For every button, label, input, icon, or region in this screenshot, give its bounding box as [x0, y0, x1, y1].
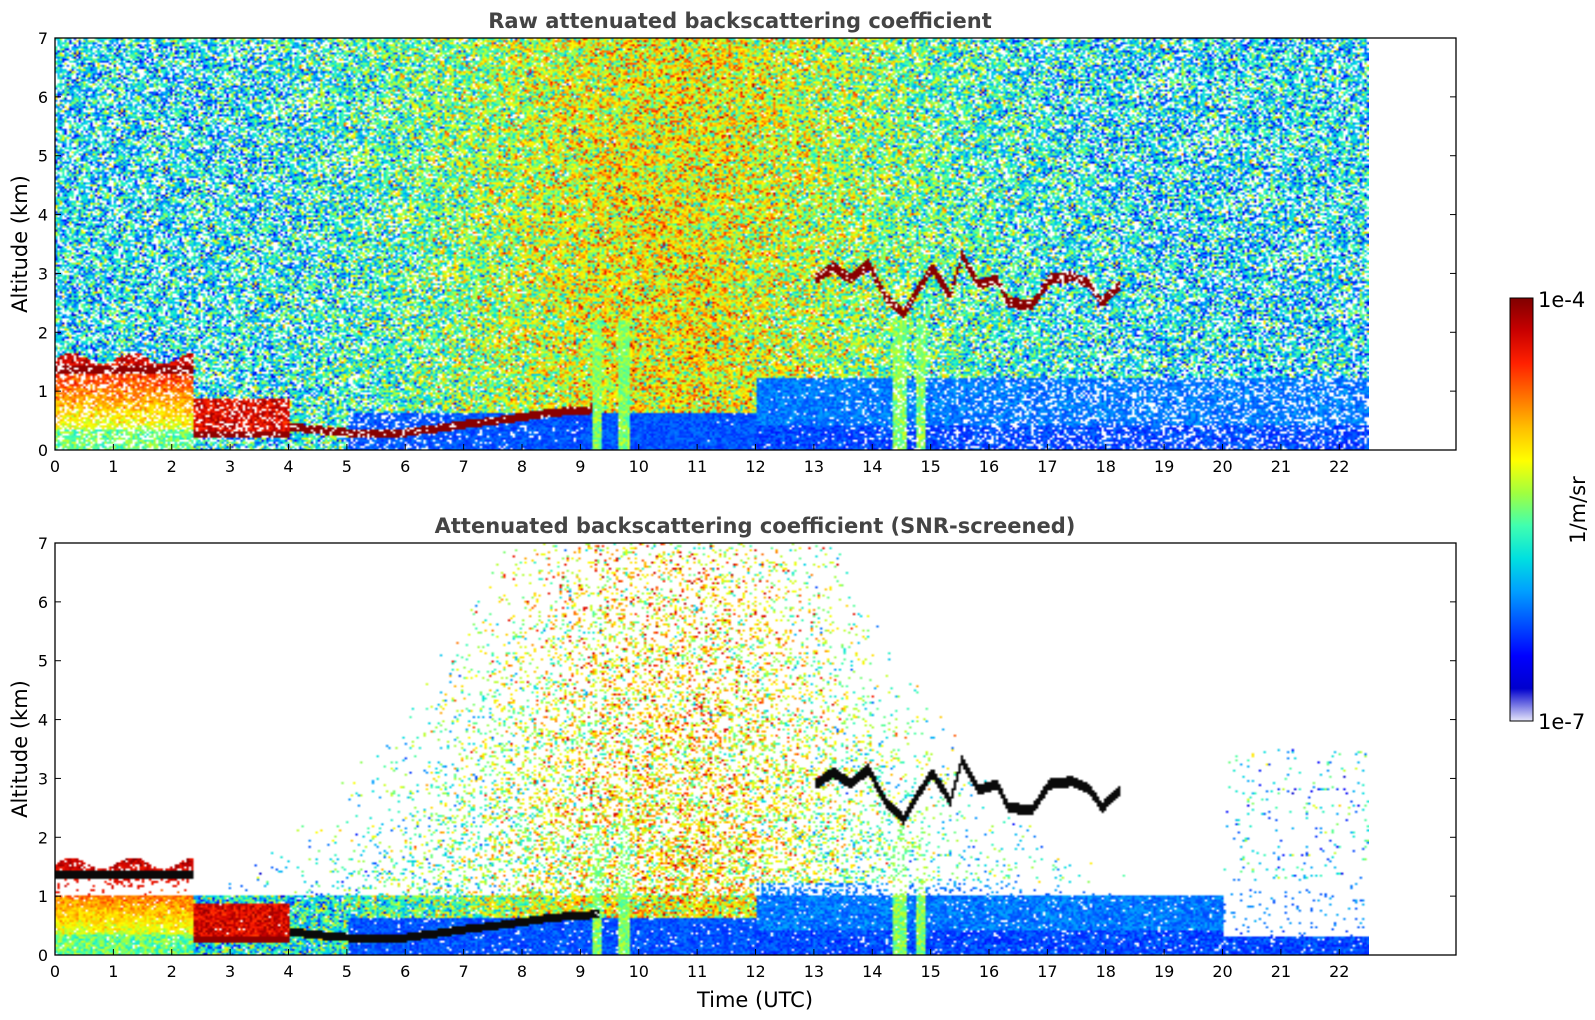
- x-tick-label: 16: [979, 457, 999, 476]
- x-tick-label: 18: [1096, 457, 1116, 476]
- y-tick-label: 0: [38, 441, 48, 460]
- x-tick-label: 21: [1271, 457, 1291, 476]
- x-tick-label: 4: [283, 962, 293, 981]
- x-tick-label: 7: [459, 962, 469, 981]
- x-tick-label: 9: [575, 962, 585, 981]
- x-tick-label: 12: [745, 457, 765, 476]
- x-tick-label: 5: [342, 457, 352, 476]
- x-tick-label: 13: [804, 962, 824, 981]
- x-tick-label: 20: [1212, 962, 1232, 981]
- y-tick-label: 0: [38, 946, 48, 965]
- y-tick-label: 7: [38, 534, 48, 553]
- x-tick-label: 19: [1154, 962, 1174, 981]
- x-tick-label: 22: [1329, 457, 1349, 476]
- y-tick-label: 3: [38, 769, 48, 788]
- x-tick-label: 2: [167, 962, 177, 981]
- top-chart-title: Raw attenuated backscattering coefficien…: [488, 9, 992, 33]
- x-tick-label: 7: [459, 457, 469, 476]
- raw-backscatter-heatmap: [55, 38, 1369, 450]
- x-tick-label: 9: [575, 457, 585, 476]
- y-tick-label: 5: [38, 652, 48, 671]
- y-tick-label: 1: [38, 887, 48, 906]
- x-tick-label: 15: [920, 457, 940, 476]
- x-tick-label: 13: [804, 457, 824, 476]
- colorbar-max-label: 1e-4: [1538, 288, 1585, 312]
- x-axis-label: Time (UTC): [696, 988, 813, 1012]
- y-tick-label: 4: [38, 711, 48, 730]
- y-tick-label: 5: [38, 147, 48, 166]
- x-tick-label: 18: [1096, 962, 1116, 981]
- x-tick-label: 1: [108, 962, 118, 981]
- bottom-chart-title: Attenuated backscattering coefficient (S…: [435, 514, 1076, 538]
- top-x-axis: 0 1 2 3 4 5 6 7 8 9 10 11 12 13 14 15 16 17 18 19 20 21 22: [50, 444, 1349, 476]
- top-y-axis-label: Altitude (km): [8, 175, 32, 313]
- x-tick-label: 2: [167, 457, 177, 476]
- x-tick-label: 14: [862, 962, 882, 981]
- x-tick-label: 0: [50, 962, 60, 981]
- colorbar-min-label: 1e-7: [1538, 710, 1585, 734]
- x-tick-label: 11: [687, 962, 707, 981]
- colorbar: 1e-4 1e-7 1/m/sr: [1509, 288, 1590, 734]
- x-tick-label: 10: [629, 457, 649, 476]
- x-tick-label: 15: [920, 962, 940, 981]
- x-tick-label: 22: [1329, 962, 1349, 981]
- y-tick-label: 6: [38, 593, 48, 612]
- y-tick-label: 4: [38, 206, 48, 225]
- y-tick-label: 6: [38, 88, 48, 107]
- x-tick-label: 6: [400, 457, 410, 476]
- x-tick-label: 20: [1212, 457, 1232, 476]
- x-tick-label: 10: [629, 962, 649, 981]
- x-tick-label: 0: [50, 457, 60, 476]
- x-tick-label: 16: [979, 962, 999, 981]
- y-tick-label: 3: [38, 264, 48, 283]
- x-tick-label: 3: [225, 962, 235, 981]
- x-tick-label: 12: [745, 962, 765, 981]
- x-tick-label: 17: [1037, 457, 1057, 476]
- bottom-x-axis: 0 1 2 3 4 5 6 7 8 9 10 11 12 13 14 15 16 17 18 19 20 21 22: [50, 949, 1349, 981]
- x-tick-label: 8: [517, 962, 527, 981]
- x-tick-label: 3: [225, 457, 235, 476]
- raw-backscatter-panel: Raw attenuated backscattering coefficien…: [8, 9, 1457, 476]
- top-y-axis: 0 1 2 3 4 5 6 7: [38, 29, 1456, 460]
- y-tick-label: 7: [38, 29, 48, 48]
- bottom-y-axis-label: Altitude (km): [8, 680, 32, 818]
- bottom-y-axis: 0 1 2 3 4 5 6 7: [38, 534, 1456, 965]
- snr-screened-heatmap: [55, 543, 1369, 955]
- y-tick-label: 2: [38, 323, 48, 342]
- x-tick-label: 4: [283, 457, 293, 476]
- colorbar-unit-label: 1/m/sr: [1566, 476, 1590, 544]
- x-tick-label: 21: [1271, 962, 1291, 981]
- x-tick-label: 8: [517, 457, 527, 476]
- x-tick-label: 1: [108, 457, 118, 476]
- snr-screened-panel: Attenuated backscattering coefficient (S…: [8, 514, 1457, 1012]
- x-tick-label: 14: [862, 457, 882, 476]
- x-tick-label: 11: [687, 457, 707, 476]
- x-tick-label: 19: [1154, 457, 1174, 476]
- colorbar-gradient: [1509, 297, 1534, 722]
- x-tick-label: 17: [1037, 962, 1057, 981]
- x-tick-label: 6: [400, 962, 410, 981]
- y-tick-label: 1: [38, 382, 48, 401]
- y-tick-label: 2: [38, 828, 48, 847]
- x-tick-label: 5: [342, 962, 352, 981]
